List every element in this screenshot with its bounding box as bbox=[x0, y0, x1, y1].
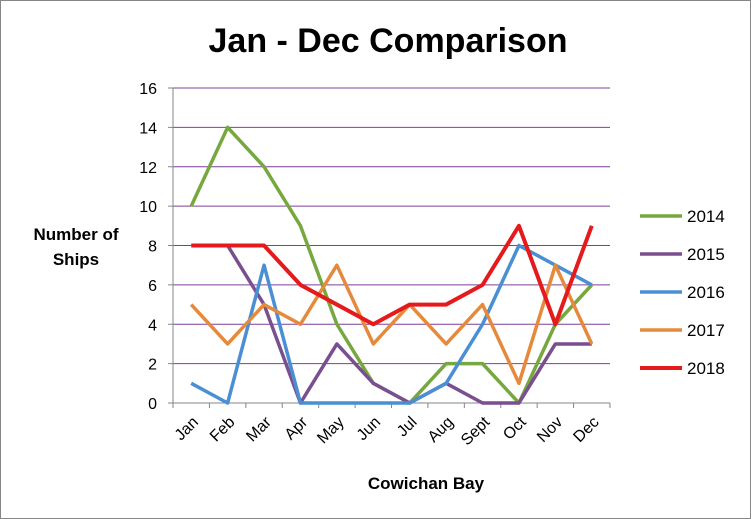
legend-label-2018: 2018 bbox=[687, 359, 725, 378]
x-tick-label: Jan bbox=[172, 414, 202, 444]
x-axis-label: Cowichan Bay bbox=[368, 474, 485, 493]
x-tick-label: Jun bbox=[354, 414, 384, 444]
x-tick-label: Apr bbox=[282, 413, 312, 443]
x-tick-label: Jul bbox=[394, 414, 420, 440]
y-axis-label-line2: Ships bbox=[53, 250, 99, 269]
y-axis-label-line1: Number of bbox=[34, 225, 119, 244]
series-lines bbox=[189, 125, 594, 405]
x-tick-labels: Jan Feb Mar Apr May Jun Jul Aug Sept Oct Nov Dec bbox=[172, 413, 603, 449]
series-line-2016 bbox=[190, 243, 593, 405]
x-tick-label: Oct bbox=[500, 413, 530, 443]
x-tick-label: Feb bbox=[207, 414, 239, 446]
x-tick-label: May bbox=[314, 414, 347, 447]
legend: 2014 2015 2016 2017 2018 bbox=[640, 207, 725, 378]
y-tick-label: 12 bbox=[139, 160, 157, 177]
y-tick-label: 6 bbox=[148, 278, 157, 295]
x-tick-label: Mar bbox=[243, 413, 275, 445]
y-tick-label: 14 bbox=[139, 120, 157, 137]
legend-label-2016: 2016 bbox=[687, 283, 725, 302]
y-tick-label: 2 bbox=[148, 357, 157, 374]
legend-label-2015: 2015 bbox=[687, 245, 725, 264]
x-tick-label: Nov bbox=[534, 414, 566, 446]
y-tick-label: 16 bbox=[139, 81, 157, 98]
y-tick-label: 0 bbox=[148, 396, 157, 413]
y-tick-label: 8 bbox=[148, 239, 157, 256]
chart-title: Jan - Dec Comparison bbox=[209, 22, 568, 60]
legend-label-2017: 2017 bbox=[687, 321, 725, 340]
legend-label-2014: 2014 bbox=[687, 207, 725, 226]
y-tick-label: 4 bbox=[148, 317, 157, 334]
x-tick-label: Sept bbox=[458, 413, 494, 449]
y-tick-label: 10 bbox=[139, 199, 157, 216]
y-tick-labels: 0 2 4 6 8 10 12 14 16 bbox=[139, 81, 157, 413]
x-tick-label: Dec bbox=[570, 414, 602, 446]
x-tick-label: Aug bbox=[425, 414, 457, 446]
series-line-2018 bbox=[191, 223, 594, 327]
series-line-2017 bbox=[189, 263, 594, 386]
